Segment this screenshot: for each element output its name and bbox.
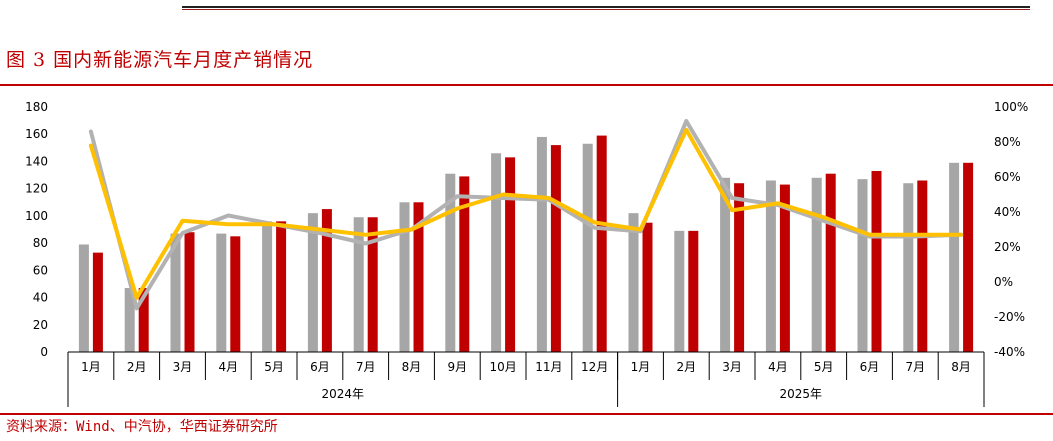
sales-bar [779, 184, 790, 352]
source-rule [0, 413, 1053, 415]
x-axis-year-label: 2025年 [780, 387, 823, 401]
production-bar [949, 162, 960, 352]
production-bar [399, 202, 410, 352]
sales-bar [550, 145, 561, 352]
left-axis-tick-label: 140 [25, 154, 48, 168]
production-yoy-line [88, 119, 964, 311]
title-underline [0, 84, 1053, 86]
x-axis-category-label: 11月 [535, 360, 562, 374]
right-axis-tick-label: 40% [994, 205, 1021, 219]
x-axis-year-label: 2024年 [322, 387, 365, 401]
left-axis-tick-label: 120 [25, 182, 48, 196]
x-axis-category-label: 9月 [447, 360, 467, 374]
x-axis-category-label: 7月 [356, 360, 376, 374]
production-bar [216, 233, 227, 352]
production-bar [536, 136, 547, 352]
sales-bar [138, 288, 149, 352]
right-axis-tick-label: -40% [994, 345, 1025, 359]
x-axis-category-label: 1月 [631, 360, 651, 374]
sales-bar [321, 209, 332, 352]
sales-bar [825, 173, 836, 352]
sales-bar [184, 232, 195, 352]
sales-bar [276, 221, 287, 352]
sales-bar [413, 202, 424, 352]
right-axis-tick-label: -20% [994, 310, 1025, 324]
x-axis-category-label: 3月 [722, 360, 742, 374]
sales-bar [642, 222, 653, 352]
left-axis-tick-label: 180 [25, 100, 48, 114]
production-bar [445, 173, 456, 352]
sales-bar [230, 236, 241, 352]
right-axis-tick-label: 80% [994, 135, 1021, 149]
production-bar [170, 233, 181, 352]
left-axis-tick-label: 100 [25, 209, 48, 223]
x-axis-category-label: 7月 [905, 360, 925, 374]
sales-bar [92, 252, 103, 352]
source-note: 资料来源：Wind、中汽协，华西证券研究所 [6, 419, 278, 435]
production-bar [307, 213, 318, 352]
x-axis-category-label: 5月 [264, 360, 284, 374]
x-axis-category-label: 8月 [951, 360, 971, 374]
x-axis-category-label: 6月 [310, 360, 330, 374]
production-bar [628, 213, 639, 352]
production-bar [262, 221, 273, 352]
sales-bar [917, 180, 928, 352]
production-bar [765, 180, 776, 352]
x-axis-category-label: 4月 [218, 360, 238, 374]
production-bar [857, 179, 868, 352]
figure-title: 图 3 国内新能源汽车月度产销情况 [6, 49, 314, 71]
x-axis-category-label: 5月 [814, 360, 834, 374]
left-axis-tick-label: 0 [40, 345, 48, 359]
sales-bar [505, 157, 516, 352]
production-bar [353, 217, 364, 352]
production-bar [582, 143, 593, 352]
x-axis-category-label: 3月 [173, 360, 193, 374]
production-bar [78, 244, 89, 352]
production-bar [674, 230, 685, 352]
production-bar [720, 177, 731, 352]
right-axis-tick-label: 20% [994, 240, 1021, 254]
x-axis-category-label: 4月 [768, 360, 788, 374]
x-axis-category-label: 2月 [676, 360, 696, 374]
sales-bar [688, 230, 699, 352]
x-axis-category-label: 12月 [581, 360, 608, 374]
x-axis-category-label: 6月 [860, 360, 880, 374]
right-axis-tick-label: 100% [994, 100, 1028, 114]
x-axis-category-label: 8月 [402, 360, 422, 374]
sales-bar [459, 176, 470, 352]
right-axis-tick-label: 0% [994, 275, 1013, 289]
top-decorative-rule [182, 6, 1030, 10]
left-axis-tick-label: 80 [33, 236, 48, 250]
sales-yoy-line [88, 127, 964, 300]
production-bar [124, 288, 135, 352]
x-axis-category-label: 2月 [127, 360, 147, 374]
left-axis-tick-label: 60 [33, 263, 48, 277]
sales-bar [963, 162, 974, 352]
production-bar [903, 183, 914, 352]
x-axis-category-label: 1月 [81, 360, 101, 374]
sales-bar [596, 135, 607, 352]
production-bar [811, 177, 822, 352]
left-axis-tick-label: 160 [25, 127, 48, 141]
right-axis-tick-label: 60% [994, 170, 1021, 184]
sales-bar [871, 170, 882, 352]
sales-bar [734, 183, 745, 352]
production-bar [491, 153, 502, 352]
left-axis-tick-label: 20 [33, 318, 48, 332]
x-axis-category-label: 10月 [489, 360, 516, 374]
left-axis-tick-label: 40 [33, 291, 48, 305]
sales-bar [367, 217, 378, 352]
